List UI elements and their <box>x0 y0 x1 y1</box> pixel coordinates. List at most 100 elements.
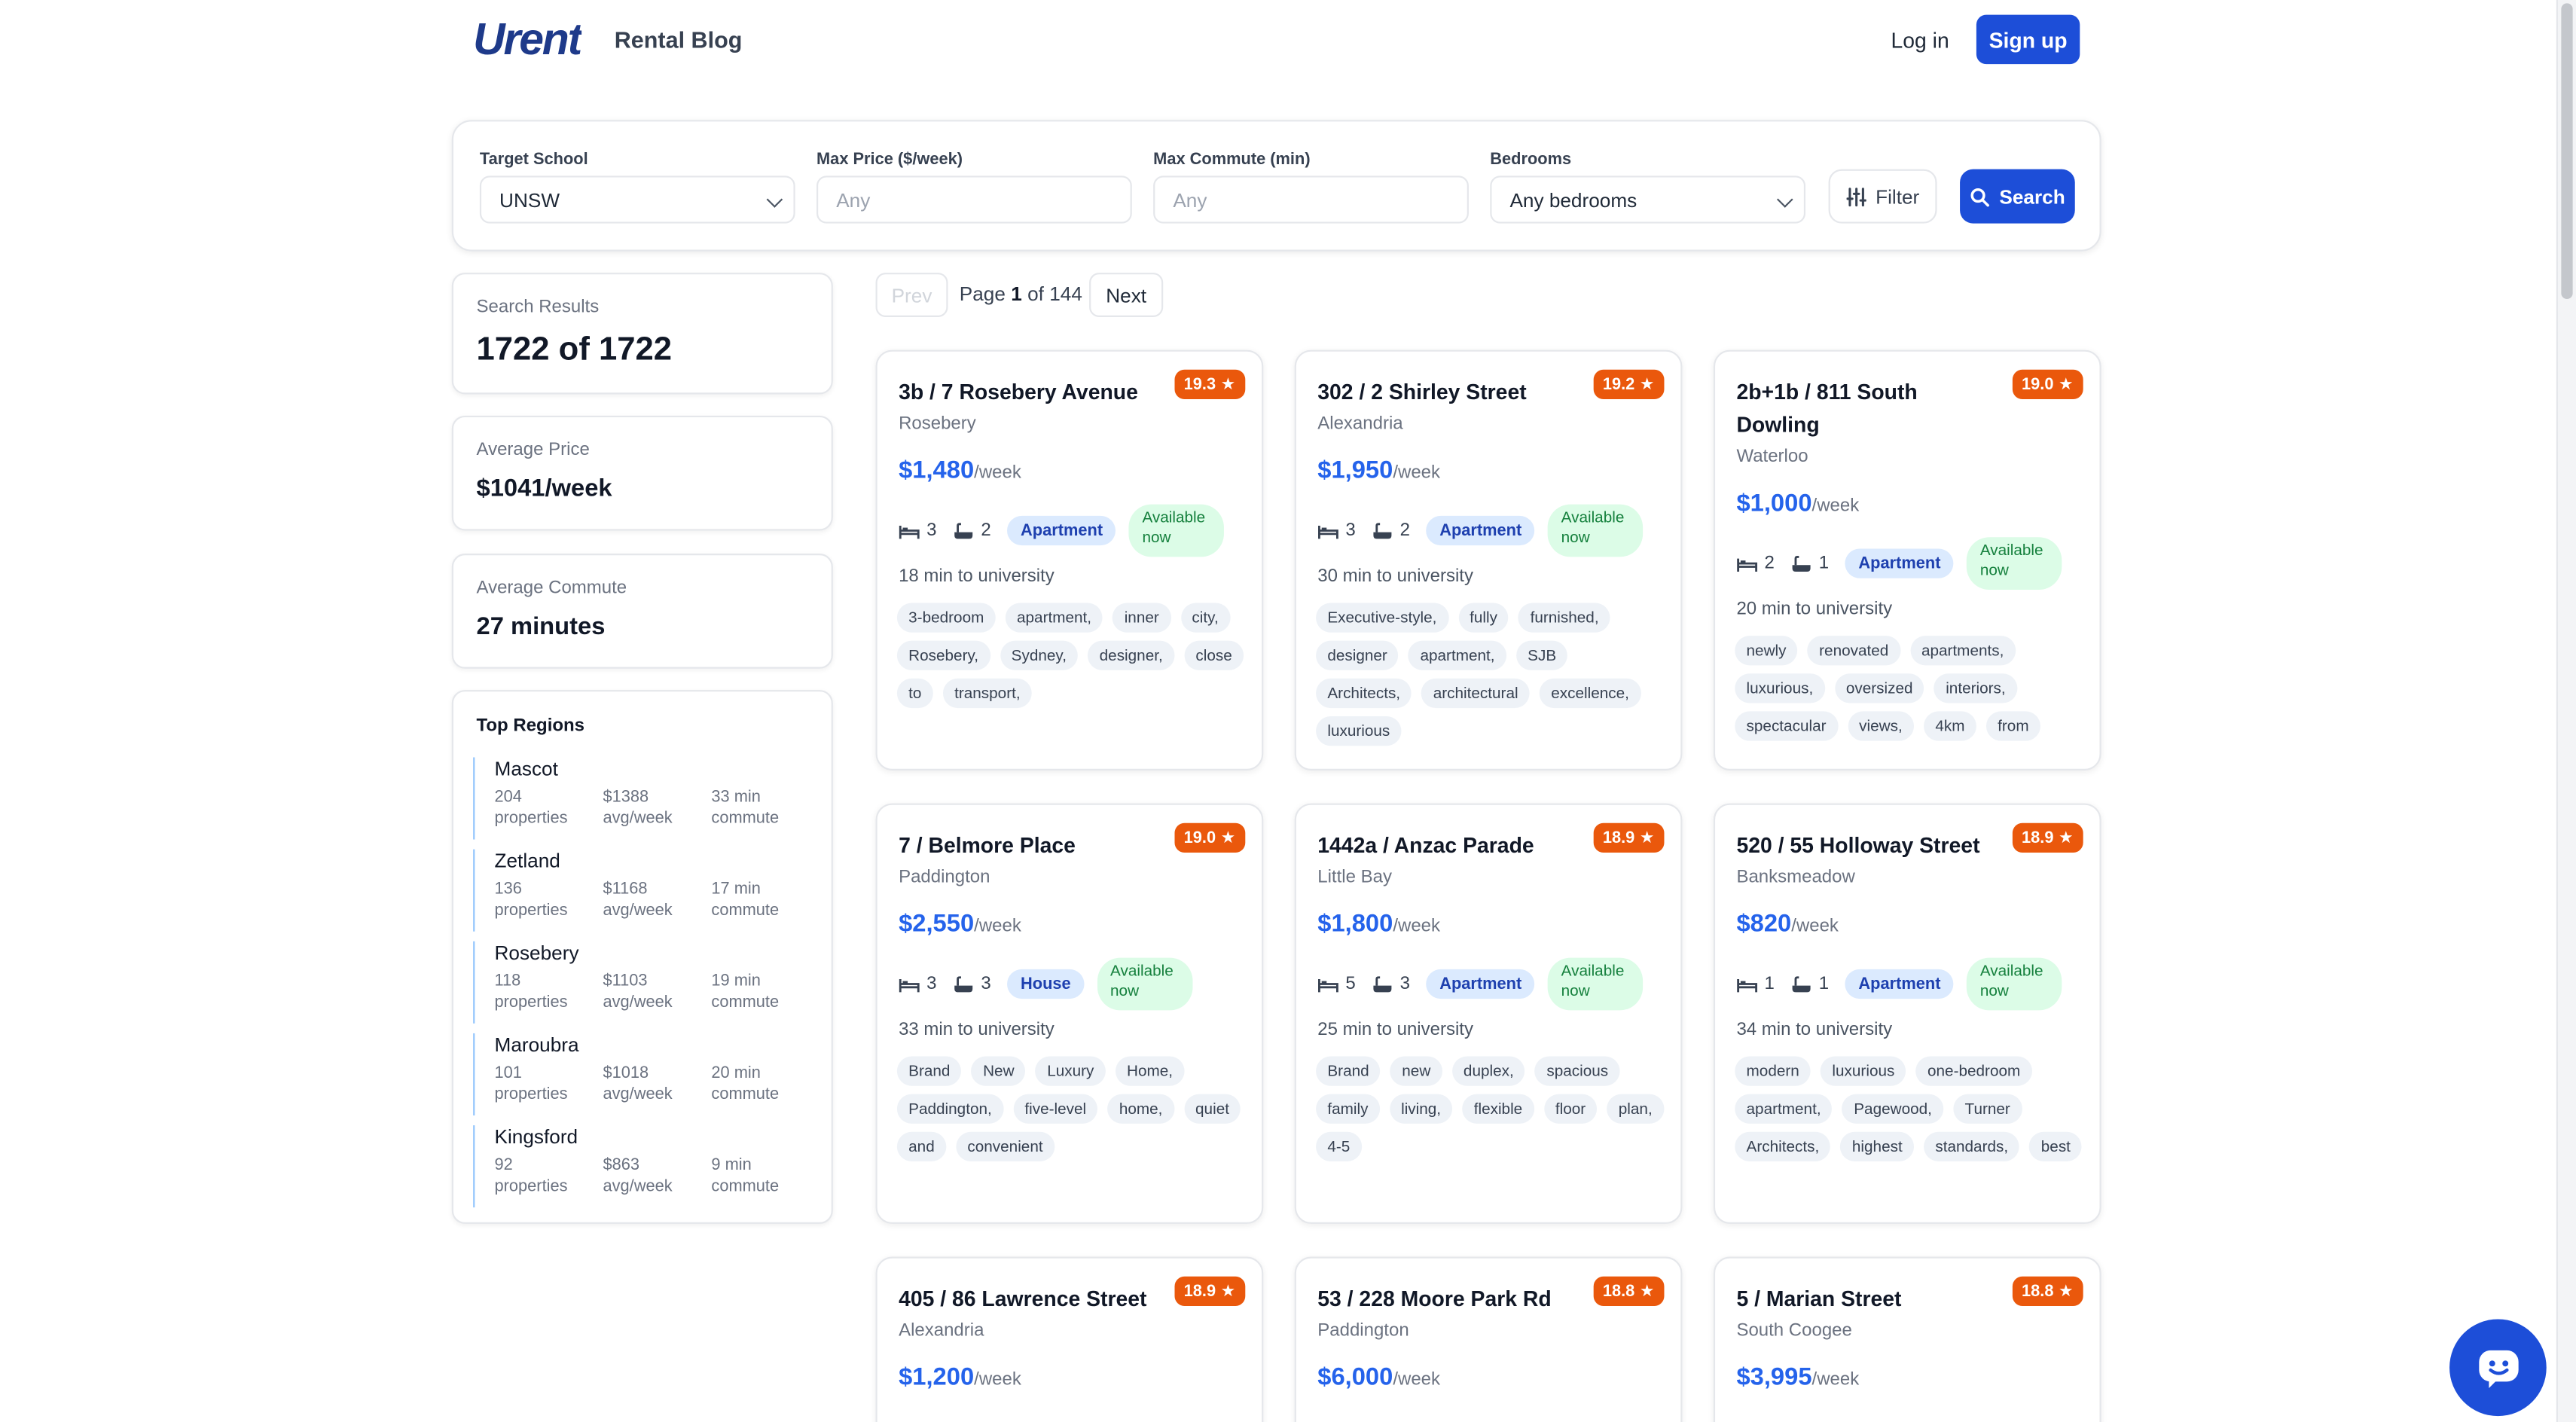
property-type-badge: Apartment <box>1845 969 1954 999</box>
listing-tag: fully <box>1457 603 1509 633</box>
avg-price-card: Average Price $1041/week <box>451 415 833 531</box>
listing-tag: Turner <box>1953 1094 2022 1124</box>
star-icon: ★ <box>2059 828 2074 847</box>
listing-card[interactable]: 5 / Marian Street 18.8 ★ South Coogee $3,995… <box>1713 1256 2101 1422</box>
listing-tag: 3-bedroom <box>896 603 996 633</box>
listing-title[interactable]: 1442a / Anzac Parade <box>1317 832 1534 858</box>
rental-blog-link[interactable]: Rental Blog <box>614 26 743 53</box>
listing-tag: and <box>896 1131 947 1162</box>
listing-commute: 33 min to university <box>899 1020 1055 1040</box>
listing-tag: Architects, <box>1735 1131 1831 1162</box>
bedrooms-label: Bedrooms <box>1490 151 1572 169</box>
listing-suburb: South Coogee <box>1736 1320 1852 1341</box>
results-card: Search Results 1722 of 1722 <box>451 273 833 395</box>
score-badge: 18.9 ★ <box>1174 1276 1246 1306</box>
school-select[interactable]: UNSW <box>479 175 795 224</box>
bedrooms-count: 2 <box>1736 554 1775 573</box>
listing-price: $1,800/week <box>1317 910 1441 938</box>
availability-badge: Available now <box>1548 957 1644 1011</box>
listing-tags: 3-bedroom apartment, inner city, Rosebery, Sy… <box>896 603 1252 709</box>
region-name: Mascot <box>494 757 558 781</box>
listing-tag: Luxury <box>1035 1056 1106 1086</box>
listing-tag: home, <box>1107 1094 1174 1124</box>
signup-button[interactable]: Sign up <box>1976 14 2080 65</box>
max-commute-input[interactable]: Any <box>1153 175 1469 224</box>
bath-icon <box>1373 522 1392 539</box>
scrollbar-thumb[interactable] <box>2561 3 2573 299</box>
listing-title[interactable]: 3b / 7 Rosebery Avenue <box>899 379 1138 404</box>
filter-button[interactable]: Filter <box>1828 169 1937 224</box>
listing-commute: 18 min to university <box>899 566 1055 587</box>
bed-icon <box>1318 978 1338 992</box>
availability-badge: Available now <box>1967 537 2062 590</box>
listing-tag: Architects, <box>1316 678 1412 709</box>
listing-card[interactable]: 53 / 228 Moore Park Rd 18.8 ★ Paddington $6,… <box>1294 1256 1683 1422</box>
listing-title[interactable]: 2b+1b / 811 South Dowling <box>1736 379 1918 438</box>
login-link[interactable]: Log in <box>1891 28 1949 53</box>
listing-tag: quiet <box>1183 1094 1241 1124</box>
listing-card[interactable]: 405 / 86 Lawrence Street 18.9 ★ Alexandria $… <box>875 1256 1264 1422</box>
listing-card[interactable]: 302 / 2 Shirley Street 19.2 ★ Alexandria $1,… <box>1294 349 1683 771</box>
urent-logo[interactable]: Urent <box>473 15 581 61</box>
score-badge: 19.2 ★ <box>1592 369 1665 400</box>
listing-title[interactable]: 5 / Marian Street <box>1736 1286 1902 1311</box>
listing-card[interactable]: 1442a / Anzac Parade 18.9 ★ Little Bay $1,80… <box>1294 803 1683 1224</box>
listing-tag: Rosebery, <box>896 640 990 670</box>
listing-suburb: Alexandria <box>1317 413 1403 434</box>
chat-button[interactable] <box>2449 1319 2547 1417</box>
listing-card[interactable]: 520 / 55 Holloway Street 18.9 ★ Banksmeadow… <box>1713 803 2101 1224</box>
bedrooms-select[interactable]: Any bedrooms <box>1490 175 1806 224</box>
top-regions-card: Top Regions Mascot 204 properties $1388 avg/… <box>451 690 833 1224</box>
listing-suburb: Alexandria <box>899 1320 984 1341</box>
page-scrollbar[interactable] <box>2556 0 2576 1422</box>
bedrooms-count: 3 <box>1317 520 1356 541</box>
score-badge: 19.0 ★ <box>2011 369 2083 400</box>
sliders-icon <box>1845 187 1866 206</box>
listing-title[interactable]: 520 / 55 Holloway Street <box>1736 832 1980 858</box>
listing-title[interactable]: 53 / 228 Moore Park Rd <box>1317 1286 1552 1311</box>
listing-features: 3 3 House Available now <box>899 957 1252 1011</box>
listing-tag: Brand <box>896 1056 962 1086</box>
region-item: Rosebery 118 properties $1103 avg/week 19 min… <box>473 941 801 1024</box>
listing-tag: SJB <box>1515 640 1568 670</box>
listing-tag: floor <box>1543 1094 1598 1124</box>
chat-bot-icon <box>2478 1349 2518 1387</box>
listing-card[interactable]: 7 / Belmore Place 19.0 ★ Paddington $2,550/w… <box>875 803 1264 1224</box>
listing-tag: oversized <box>1834 673 1924 703</box>
listing-tag: luxurious, <box>1735 673 1825 703</box>
listing-tag: designer <box>1316 640 1399 670</box>
bed-icon <box>899 978 920 992</box>
prev-page-button[interactable]: Prev <box>875 273 948 317</box>
listing-tag: spacious <box>1535 1056 1620 1086</box>
listing-title[interactable]: 7 / Belmore Place <box>899 832 1076 858</box>
property-type-badge: House <box>1007 969 1085 999</box>
region-properties: 136 properties <box>494 880 568 920</box>
next-page-button[interactable]: Next <box>1089 273 1164 317</box>
listing-tag: convenient <box>956 1131 1055 1162</box>
listing-tag: Executive-style, <box>1316 603 1448 633</box>
listing-title[interactable]: 302 / 2 Shirley Street <box>1317 379 1527 404</box>
listing-price: $1,950/week <box>1317 456 1441 485</box>
region-avg-price: $1168 avg/week <box>603 880 673 920</box>
listing-features: 3 2 Apartment Available now <box>1317 504 1671 557</box>
listing-tag: luxurious <box>1316 716 1402 746</box>
page-indicator: Page 1 of 144 <box>959 282 1082 306</box>
star-icon: ★ <box>1220 375 1236 394</box>
max-price-placeholder: Any <box>836 188 871 212</box>
listing-suburb: Little Bay <box>1317 867 1392 887</box>
bedrooms-count: 3 <box>899 520 937 541</box>
listing-tag: city, <box>1180 603 1230 633</box>
listing-commute: 30 min to university <box>1317 566 1473 587</box>
bed-icon <box>1737 978 1758 992</box>
max-price-input[interactable]: Any <box>816 175 1132 224</box>
listing-suburb: Paddington <box>899 867 990 887</box>
region-properties: 204 properties <box>494 788 568 828</box>
listing-price: $1,480/week <box>899 456 1021 485</box>
search-button[interactable]: Search <box>1960 169 2075 224</box>
listing-title[interactable]: 405 / 86 Lawrence Street <box>899 1286 1147 1311</box>
listing-tag: plan, <box>1607 1094 1664 1124</box>
bed-icon <box>1737 557 1758 571</box>
listing-card[interactable]: 3b / 7 Rosebery Avenue 19.3 ★ Rosebery $1,48… <box>875 349 1264 771</box>
listing-card[interactable]: 2b+1b / 811 South Dowling 19.0 ★ Waterloo $1… <box>1713 349 2101 771</box>
search-panel: Target School UNSW Max Price ($/week) An… <box>451 120 2101 252</box>
